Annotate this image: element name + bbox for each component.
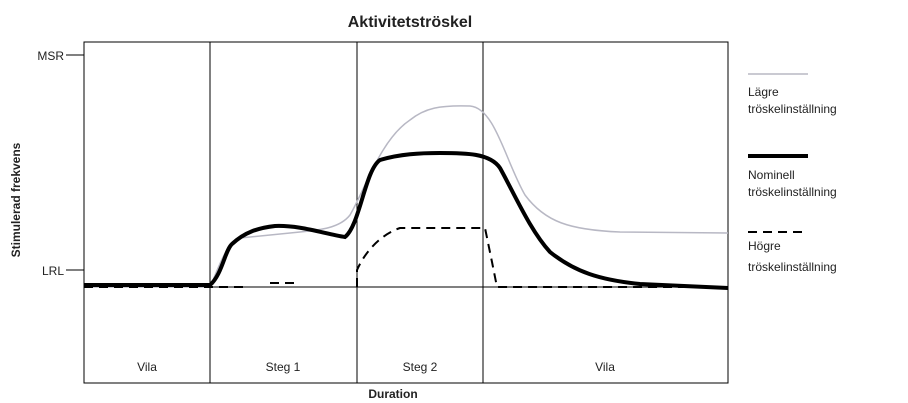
- legend-label: tröskelinställning: [748, 185, 837, 199]
- legend-label: Högre: [748, 239, 781, 253]
- y-axis-label: Stimulerad frekvens: [9, 142, 23, 257]
- legend-label: Lägre: [748, 85, 779, 99]
- title: Aktivitetströskel: [348, 14, 473, 31]
- x-axis-label: Duration: [368, 387, 417, 401]
- upper-curve: [84, 227, 728, 288]
- legend-label: tröskelinställning: [748, 260, 837, 274]
- y-label: MSR: [37, 49, 64, 63]
- y-label: LRL: [42, 264, 64, 278]
- phase-label: Steg 1: [266, 360, 301, 374]
- lower-curve: [84, 105, 729, 288]
- legend-label: tröskelinställning: [748, 102, 837, 116]
- phase-label: Steg 2: [403, 360, 438, 374]
- legend-label: Nominell: [748, 168, 795, 182]
- phase-label: Vila: [137, 360, 157, 374]
- plot-frame: [83, 41, 729, 384]
- phase-label: Vila: [595, 360, 615, 374]
- nominal-curve: [84, 150, 729, 290]
